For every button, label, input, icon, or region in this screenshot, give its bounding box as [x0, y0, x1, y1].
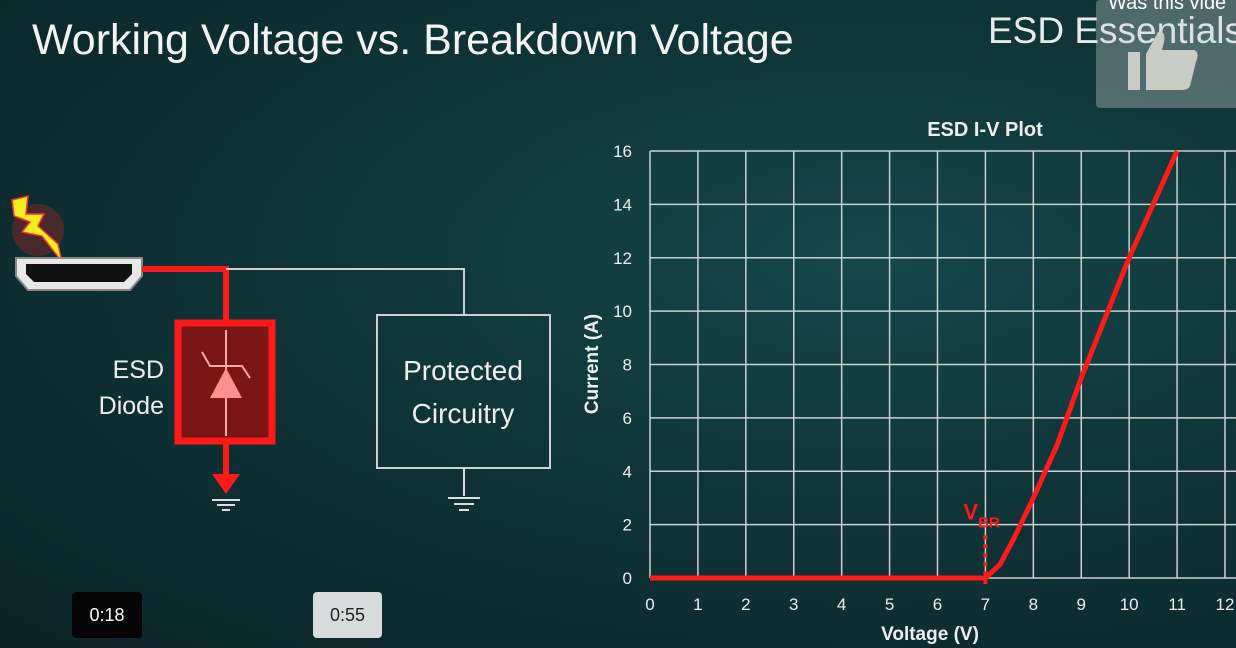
y-tick-label: 0	[623, 569, 632, 588]
x-tick-label: 9	[1077, 595, 1086, 614]
x-tick-label: 8	[1029, 595, 1038, 614]
chart-title: ESD I-V Plot	[927, 119, 1043, 141]
y-tick-label: 6	[623, 409, 632, 428]
diode-label-line2: Diode	[99, 392, 164, 420]
lightning-icon	[11, 195, 64, 263]
circuit-diagram: Protected Circuitry ESD Diode	[11, 195, 551, 511]
y-tick-label: 16	[613, 142, 632, 161]
y-tick-label: 2	[623, 516, 632, 535]
tvs-diode-icon	[174, 319, 276, 445]
y-tick-label: 10	[613, 302, 632, 321]
diode-label-line1: ESD	[113, 356, 164, 384]
brand-logo-text: ESD Essentials	[988, 10, 1236, 51]
x-tick-label: 11	[1168, 595, 1186, 614]
current-time-badge[interactable]: 0:18	[72, 592, 142, 638]
feedback-prompt: Was this vide	[1108, 0, 1227, 14]
slide-title: Working Voltage vs. Breakdown Voltage	[32, 16, 794, 64]
x-tick-label: 6	[933, 595, 942, 614]
box-label-line2: Circuitry	[412, 398, 515, 429]
y-tick-label: 8	[623, 356, 632, 375]
ground-icon	[448, 497, 480, 511]
x-axis-label: Voltage (V)	[881, 624, 979, 645]
y-tick-label: 12	[613, 249, 632, 268]
iv-chart: ESD I-V Plot 0 1 2 3 4 5 6 7 8 9 10 11 1202468101214…	[582, 119, 1236, 645]
x-tick-label: 0	[645, 595, 654, 614]
iv-curve	[650, 149, 1180, 581]
x-tick-label: 7	[981, 595, 990, 614]
x-tick-label: 5	[885, 595, 894, 614]
y-axis-label: Current (A)	[582, 314, 603, 414]
thumbs-up-icon[interactable]	[1124, 28, 1204, 94]
x-tick-label: 12	[1216, 595, 1235, 614]
vbr-annotation: VBR	[963, 499, 1000, 531]
y-tick-label: 4	[623, 462, 632, 481]
x-tick-label: 4	[837, 595, 846, 614]
total-time-badge[interactable]: 0:55	[313, 592, 382, 638]
x-tick-label: 10	[1120, 595, 1139, 614]
feedback-panel[interactable]	[1096, 0, 1236, 108]
ground-icon	[212, 499, 240, 511]
x-tick-label: 1	[693, 595, 702, 614]
hdmi-connector-icon	[15, 257, 143, 291]
x-tick-label: 2	[741, 595, 750, 614]
box-label-line1: Protected	[403, 355, 523, 386]
protected-circuitry-box	[376, 314, 551, 469]
x-tick-label: 3	[789, 595, 798, 614]
y-tick-label: 14	[613, 195, 632, 214]
